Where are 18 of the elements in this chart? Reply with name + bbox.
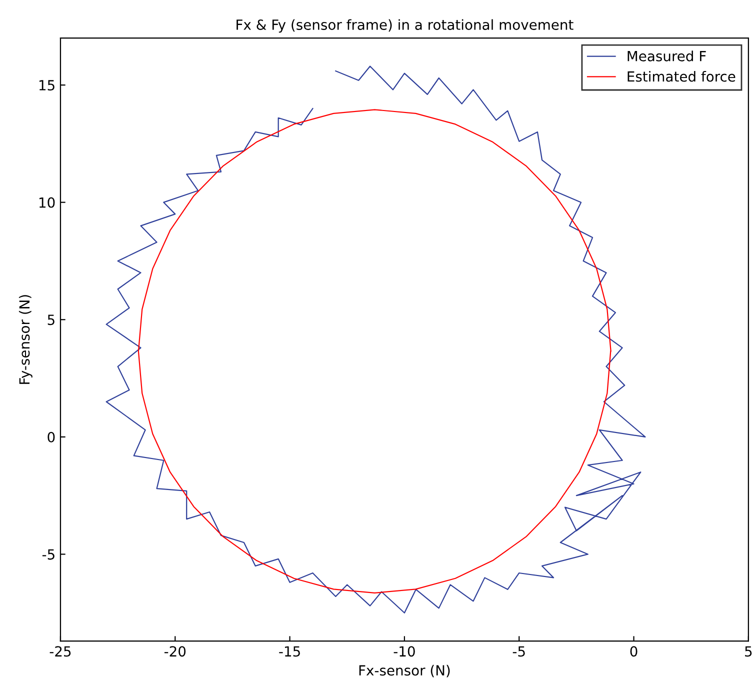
y-axis-title: Fy-sensor (N) bbox=[18, 295, 32, 384]
x-tick-label: -5 bbox=[512, 646, 525, 657]
legend-label: Measured F bbox=[628, 50, 706, 62]
y-tick-label: 0 bbox=[48, 432, 55, 442]
line-series bbox=[138, 109, 612, 594]
y-tick-label: -5 bbox=[42, 549, 54, 560]
x-axis-title: Fx-sensor (N) bbox=[359, 664, 450, 678]
chart-title: Fx & Fy (sensor frame) in a rotational movement bbox=[236, 19, 574, 33]
x-tick-label: 5 bbox=[745, 646, 752, 657]
x-tick-label: -15 bbox=[279, 646, 300, 657]
y-tick-label: 15 bbox=[39, 80, 54, 91]
x-tick-label: -10 bbox=[394, 646, 415, 657]
y-tick-label: 5 bbox=[48, 314, 54, 326]
y-tick-label: 10 bbox=[39, 197, 55, 208]
x-tick-label: 0 bbox=[630, 646, 638, 657]
legend-label: Estimated force bbox=[628, 71, 736, 82]
x-tick-label: -25 bbox=[50, 646, 71, 657]
x-tick-label: -20 bbox=[164, 646, 186, 657]
